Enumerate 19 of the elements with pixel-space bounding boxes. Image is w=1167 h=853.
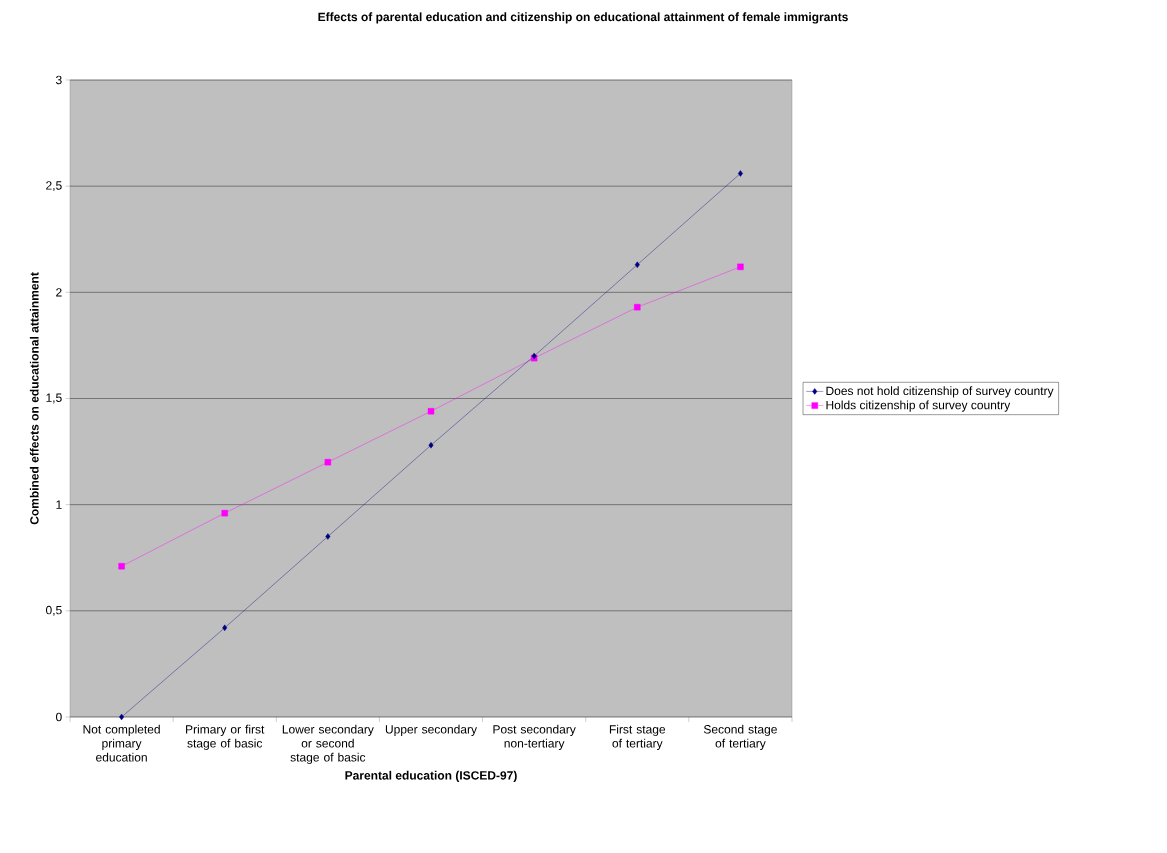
- y-tick-label: 1,5: [46, 393, 62, 404]
- x-tick-label: Second stage of tertiary: [703, 724, 777, 750]
- x-axis-title: Parental education (ISCED-97): [345, 770, 517, 783]
- legend-label: Holds citizenship of survey country: [826, 400, 1011, 412]
- legend-label: Does not hold citizenship of survey country: [826, 386, 1054, 398]
- y-tick-label: 3: [55, 75, 62, 85]
- y-tick-label: 0,5: [45, 605, 62, 616]
- x-tick-label: Not completed primary education: [83, 724, 160, 762]
- x-tick-label: Post secondary non-tertiary: [493, 724, 576, 750]
- x-tick-label: Primary or first stage of basic: [186, 724, 265, 750]
- x-tick-label: Lower secondary or second stage of basic: [282, 724, 374, 764]
- x-tick-label: Upper secondary: [385, 724, 477, 736]
- y-tick-label: 2,5: [46, 181, 62, 192]
- y-tick-label: 1: [56, 500, 62, 509]
- y-tick-label: 0: [56, 712, 62, 722]
- x-tick-label: First stage of tertiary: [609, 724, 666, 750]
- y-tick-label: 2: [56, 288, 62, 297]
- chart-title: Effects of parental education and citizenship on educational attainment of female immigrants: [318, 12, 848, 24]
- y-axis-title: Combined effects on educational attainment: [29, 272, 39, 525]
